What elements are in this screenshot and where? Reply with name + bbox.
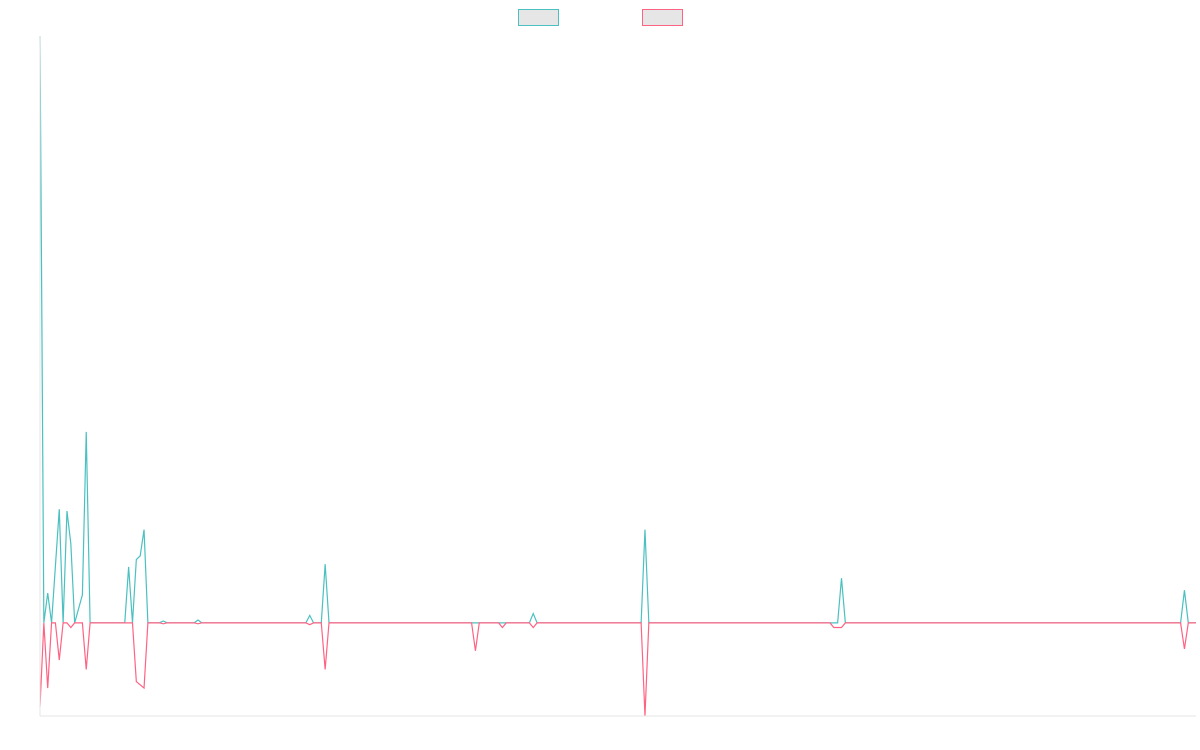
series-line-2 xyxy=(39,622,1196,717)
legend-swatch-1 xyxy=(518,9,559,26)
plot-area xyxy=(39,35,1196,717)
series-line-1 xyxy=(39,35,1196,624)
legend-swatch-2 xyxy=(642,9,683,26)
axes xyxy=(39,36,1196,717)
legend xyxy=(518,9,683,26)
